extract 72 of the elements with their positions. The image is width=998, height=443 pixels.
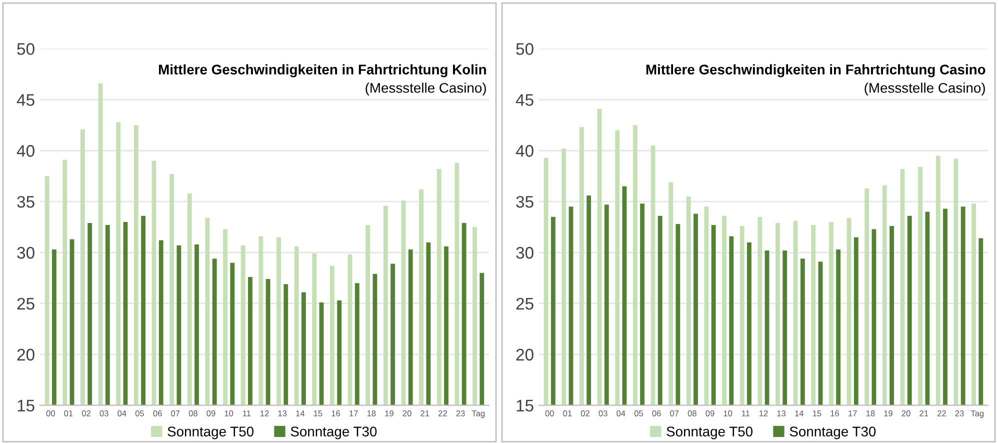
x-tick-label: 06 [153,410,162,416]
x-tick-label: 19 [385,410,394,416]
y-tick-label: 25 [516,298,534,310]
legend-label: Sonntage T50 [168,426,254,440]
x-tick-label: 09 [206,410,216,416]
x-tick-label: 12 [260,410,269,416]
x-tick-label: 15 [812,410,822,416]
legend-label: Sonntage T50 [666,426,753,440]
legend-label: Sonntage T30 [790,426,876,440]
x-tick-label: 23 [955,410,964,416]
x-tick-label: 10 [724,410,732,416]
x-tick-label: 01 [64,410,73,416]
x-tick-label: 08 [188,410,198,416]
text: (Messstelle Casino) [366,82,486,96]
x-tick-label: 14 [296,410,305,416]
x-tick-label: 00 [545,410,554,416]
x-tick-label: 17 [350,410,358,416]
y-tick-label: 50 [516,43,534,55]
x-tick-label: 11 [742,410,750,416]
text: Mittlere Geschwindigkeiten in Fahrtrichtung Casino [646,64,986,78]
y-tick-label: 35 [17,196,34,208]
x-tick-label: Tag [970,410,984,418]
y-tick-label: 45 [16,94,34,106]
x-tick-label: 19 [884,410,892,416]
x-tick-label: 02 [580,410,590,416]
x-tick-label: 21 [920,410,928,416]
text: (Messstelle Casino) [864,82,985,96]
legend-label: Sonntage T30 [290,426,377,440]
x-tick-label: 00 [46,410,55,416]
y-tick-label: 50 [17,43,34,55]
x-tick-label: 15 [314,410,322,416]
x-tick-label: 20 [902,410,910,416]
x-tick-label: 03 [598,410,608,416]
x-tick-label: 11 [242,410,251,416]
x-tick-label: 18 [367,410,376,416]
x-tick-label: 09 [706,410,714,416]
y-tick-label: 30 [516,246,534,259]
x-tick-label: 05 [135,410,144,416]
x-tick-label: 16 [830,410,840,416]
x-tick-label: 13 [777,410,786,416]
y-tick-label: 45 [516,94,534,106]
x-tick-label: 07 [171,410,180,416]
x-tick-label: Tag [472,410,485,418]
x-tick-label: 17 [848,410,857,416]
x-tick-label: 23 [456,410,465,416]
x-tick-label: 21 [420,410,430,416]
x-tick-label: 07 [670,410,679,416]
x-tick-label: 14 [795,410,804,416]
text: Mittlere Geschwindigkeiten in Fahrtrichtung Kolin [159,64,486,78]
x-tick-label: 10 [224,410,234,416]
x-tick-label: 08 [688,410,696,416]
x-tick-label: 22 [937,410,946,416]
x-tick-label: 13 [278,410,287,416]
x-tick-label: 04 [118,410,126,416]
x-tick-label: 05 [634,410,644,416]
y-tick-label: 35 [516,196,534,208]
x-tick-label: 04 [616,410,626,416]
x-tick-label: 18 [866,410,875,416]
y-tick-label: 40 [16,145,34,157]
y-tick-label: 40 [516,145,534,157]
x-tick-label: 02 [82,410,90,416]
y-tick-label: 20 [17,348,34,361]
x-tick-label: 06 [652,410,661,416]
x-tick-label: 16 [332,410,340,416]
y-tick-label: 30 [17,246,34,259]
y-tick-label: 20 [516,348,534,361]
x-tick-label: 20 [402,410,412,416]
y-tick-label: 25 [17,298,34,310]
x-tick-label: 22 [438,410,447,416]
x-tick-label: 01 [563,410,572,416]
x-tick-label: 03 [100,410,108,416]
x-tick-label: 12 [759,410,768,416]
